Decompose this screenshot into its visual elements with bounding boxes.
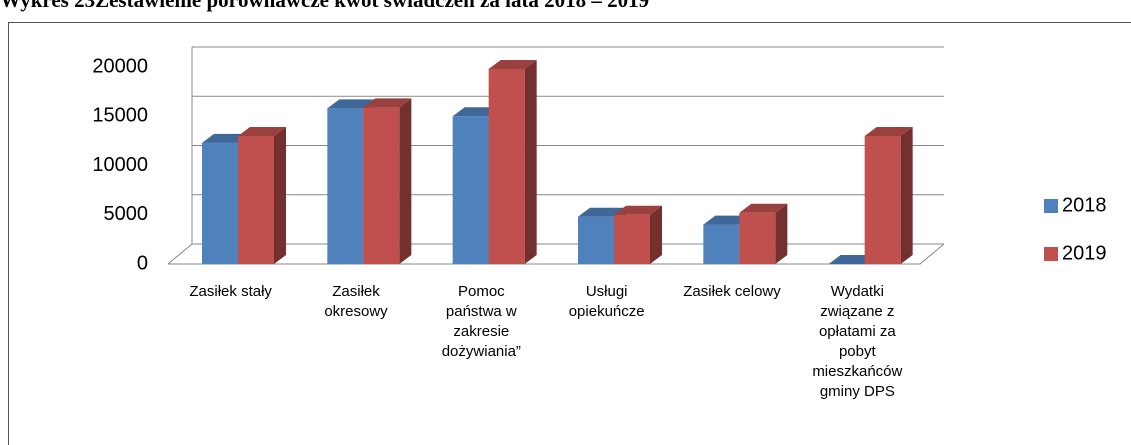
bar [363,107,400,264]
bar-top [363,98,412,108]
frame [8,22,1131,445]
bar [703,224,740,264]
y-tick-label: 10000 [92,154,148,176]
bar-top [739,203,788,213]
bar-top [864,126,913,136]
bar [202,142,238,264]
x-tick-label: Pomoc państwa w zakresie dożywiania” [441,283,521,360]
chart-title: Wykres 23Zestawienie porównawcze kwot św… [0,0,649,12]
legend-label: 2019 [1062,242,1107,264]
bar-top [327,99,376,109]
x-tick-label: Zasiłek celowy [683,283,781,300]
legend-label: 2018 [1062,194,1107,216]
bar-side [650,205,662,264]
x-tick-label: Usługi opiekuńcze [568,283,645,320]
bar-top [238,126,286,136]
bar [864,135,901,264]
bar [614,214,650,264]
x-tick-label: Wydatki związane z opłatami za pobyt mie… [812,283,903,400]
legend-swatch [1044,247,1058,261]
y-tick-label: 0 [137,252,148,274]
bar [578,216,614,264]
bar-side [775,203,788,264]
bar-side [274,126,286,264]
axis-line [167,243,193,265]
y-tick-label: 20000 [92,55,148,77]
bar-top [488,59,537,69]
bar [488,68,525,264]
y-tick-label: 5000 [104,203,149,225]
floor [168,243,945,265]
y-tick-label: 15000 [92,105,148,127]
bar-top [578,207,626,217]
bar [238,135,274,264]
bar-side [524,59,537,264]
bar [739,212,776,264]
x-tick-label: Zasiłek okresowy [324,283,388,320]
bar [327,108,364,265]
legend-swatch [1044,199,1058,213]
bar [452,116,489,264]
bar-side [900,126,913,264]
x-tick-label: Zasiłek stały [189,283,272,300]
bar-top [614,205,662,215]
bar-side [399,98,412,264]
